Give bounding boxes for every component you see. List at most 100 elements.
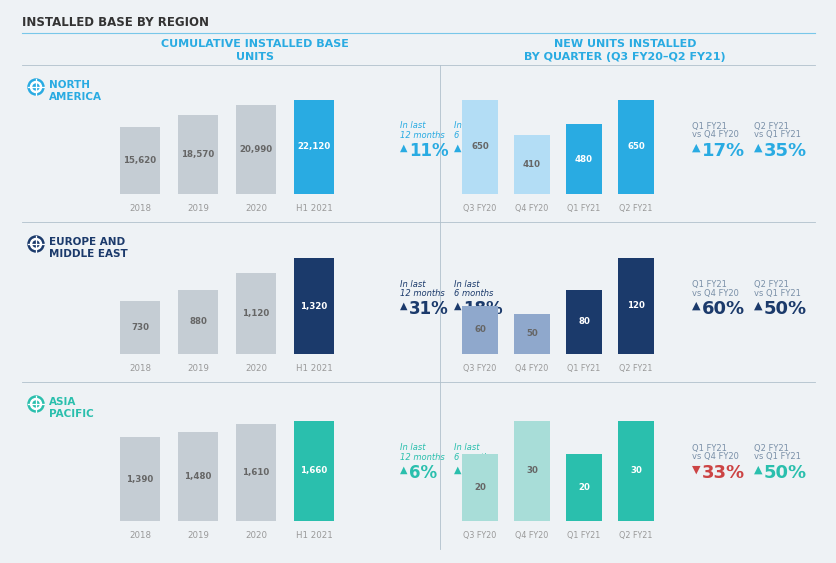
Text: 1,610: 1,610 — [242, 468, 269, 477]
Text: 1,120: 1,120 — [242, 309, 269, 318]
Text: ▼: ▼ — [691, 464, 700, 475]
Bar — [513, 421, 549, 521]
Text: 50: 50 — [526, 329, 538, 338]
Text: Q1 FY21: Q1 FY21 — [691, 444, 726, 453]
Text: 1,390: 1,390 — [126, 475, 154, 484]
Text: Q3 FY20: Q3 FY20 — [463, 531, 496, 540]
Bar — [293, 100, 334, 194]
Text: 6 months: 6 months — [453, 131, 492, 140]
Text: 6 months: 6 months — [453, 289, 492, 298]
Text: vs Q1 FY21: vs Q1 FY21 — [753, 131, 800, 140]
Circle shape — [28, 236, 44, 252]
Text: Q1 FY21: Q1 FY21 — [567, 531, 600, 540]
Bar — [120, 437, 160, 521]
Text: Q4 FY20: Q4 FY20 — [515, 531, 548, 540]
Text: 35%: 35% — [763, 141, 806, 159]
Circle shape — [30, 82, 42, 92]
Text: 17%: 17% — [701, 141, 744, 159]
Text: NORTH
AMERICA: NORTH AMERICA — [49, 80, 102, 102]
Text: Q3 FY20: Q3 FY20 — [463, 204, 496, 213]
Text: 30: 30 — [526, 466, 538, 475]
Text: 18%: 18% — [462, 300, 502, 318]
Circle shape — [30, 399, 42, 409]
Text: 12 months: 12 months — [400, 453, 444, 462]
Bar — [120, 301, 160, 354]
Bar — [236, 424, 276, 521]
Text: 2018: 2018 — [129, 364, 150, 373]
Text: 11%: 11% — [409, 141, 448, 159]
Bar — [178, 290, 217, 354]
Text: 1,320: 1,320 — [300, 302, 327, 311]
Text: Q2 FY21: Q2 FY21 — [619, 364, 652, 373]
Bar — [236, 105, 276, 194]
Text: ▲: ▲ — [453, 142, 461, 153]
Bar — [461, 306, 497, 354]
Bar — [617, 421, 653, 521]
Text: Q2 FY21: Q2 FY21 — [753, 280, 788, 289]
Text: 2018: 2018 — [129, 531, 150, 540]
Bar — [120, 127, 160, 194]
Text: 22,120: 22,120 — [297, 142, 330, 151]
Text: vs Q1 FY21: vs Q1 FY21 — [753, 453, 800, 462]
Text: In last: In last — [453, 444, 479, 453]
Text: 20: 20 — [578, 483, 589, 492]
Circle shape — [28, 79, 44, 95]
Text: Q1 FY21: Q1 FY21 — [691, 122, 726, 131]
Text: Q2 FY21: Q2 FY21 — [619, 204, 652, 213]
Text: 30: 30 — [630, 466, 641, 475]
Bar — [293, 421, 334, 521]
Bar — [461, 100, 497, 194]
Text: ▲: ▲ — [691, 142, 700, 153]
Text: 5%: 5% — [462, 141, 491, 159]
Bar — [617, 100, 653, 194]
Text: ▲: ▲ — [453, 301, 461, 311]
Text: H1 2021: H1 2021 — [295, 531, 332, 540]
Text: Q2 FY21: Q2 FY21 — [753, 444, 788, 453]
Text: 120: 120 — [626, 302, 645, 311]
Bar — [178, 115, 217, 194]
Text: 410: 410 — [522, 160, 540, 169]
Circle shape — [30, 239, 42, 249]
Text: H1 2021: H1 2021 — [295, 204, 332, 213]
Bar — [565, 290, 601, 354]
Text: CUMULATIVE INSTALLED BASE
UNITS: CUMULATIVE INSTALLED BASE UNITS — [161, 39, 349, 62]
Bar — [565, 454, 601, 521]
Text: ▲: ▲ — [753, 464, 762, 475]
Text: 60%: 60% — [701, 300, 744, 318]
Text: 2020: 2020 — [245, 531, 267, 540]
Text: 480: 480 — [574, 155, 592, 164]
Circle shape — [33, 241, 39, 247]
Text: 1,660: 1,660 — [300, 466, 327, 475]
Text: Q2 FY21: Q2 FY21 — [619, 531, 652, 540]
Text: 2020: 2020 — [245, 364, 267, 373]
Text: Q1 FY21: Q1 FY21 — [567, 364, 600, 373]
Text: 2019: 2019 — [186, 204, 209, 213]
Bar — [513, 314, 549, 354]
Bar — [617, 258, 653, 354]
Text: 50%: 50% — [763, 300, 806, 318]
Text: vs Q4 FY20: vs Q4 FY20 — [691, 131, 738, 140]
Text: Q4 FY20: Q4 FY20 — [515, 364, 548, 373]
Text: In last: In last — [400, 444, 425, 453]
Text: 650: 650 — [471, 142, 488, 151]
Text: Q4 FY20: Q4 FY20 — [515, 204, 548, 213]
Text: 18,570: 18,570 — [181, 150, 214, 159]
Bar — [293, 258, 334, 354]
Text: ▲: ▲ — [691, 301, 700, 311]
Text: 31%: 31% — [409, 300, 448, 318]
Text: ▲: ▲ — [400, 142, 407, 153]
Text: 6 months: 6 months — [453, 453, 492, 462]
Circle shape — [33, 401, 39, 407]
Text: 2019: 2019 — [186, 364, 209, 373]
Text: 3%: 3% — [462, 463, 491, 481]
Text: NEW UNITS INSTALLED
BY QUARTER (Q3 FY20–Q2 FY21): NEW UNITS INSTALLED BY QUARTER (Q3 FY20–… — [523, 39, 725, 62]
Text: 15,620: 15,620 — [123, 157, 156, 165]
Text: 1,480: 1,480 — [184, 472, 212, 481]
Text: vs Q4 FY20: vs Q4 FY20 — [691, 453, 738, 462]
Text: 50%: 50% — [763, 463, 806, 481]
Bar — [178, 432, 217, 521]
Bar — [236, 272, 276, 354]
Bar — [565, 124, 601, 194]
Bar — [461, 454, 497, 521]
Text: ▲: ▲ — [400, 301, 407, 311]
